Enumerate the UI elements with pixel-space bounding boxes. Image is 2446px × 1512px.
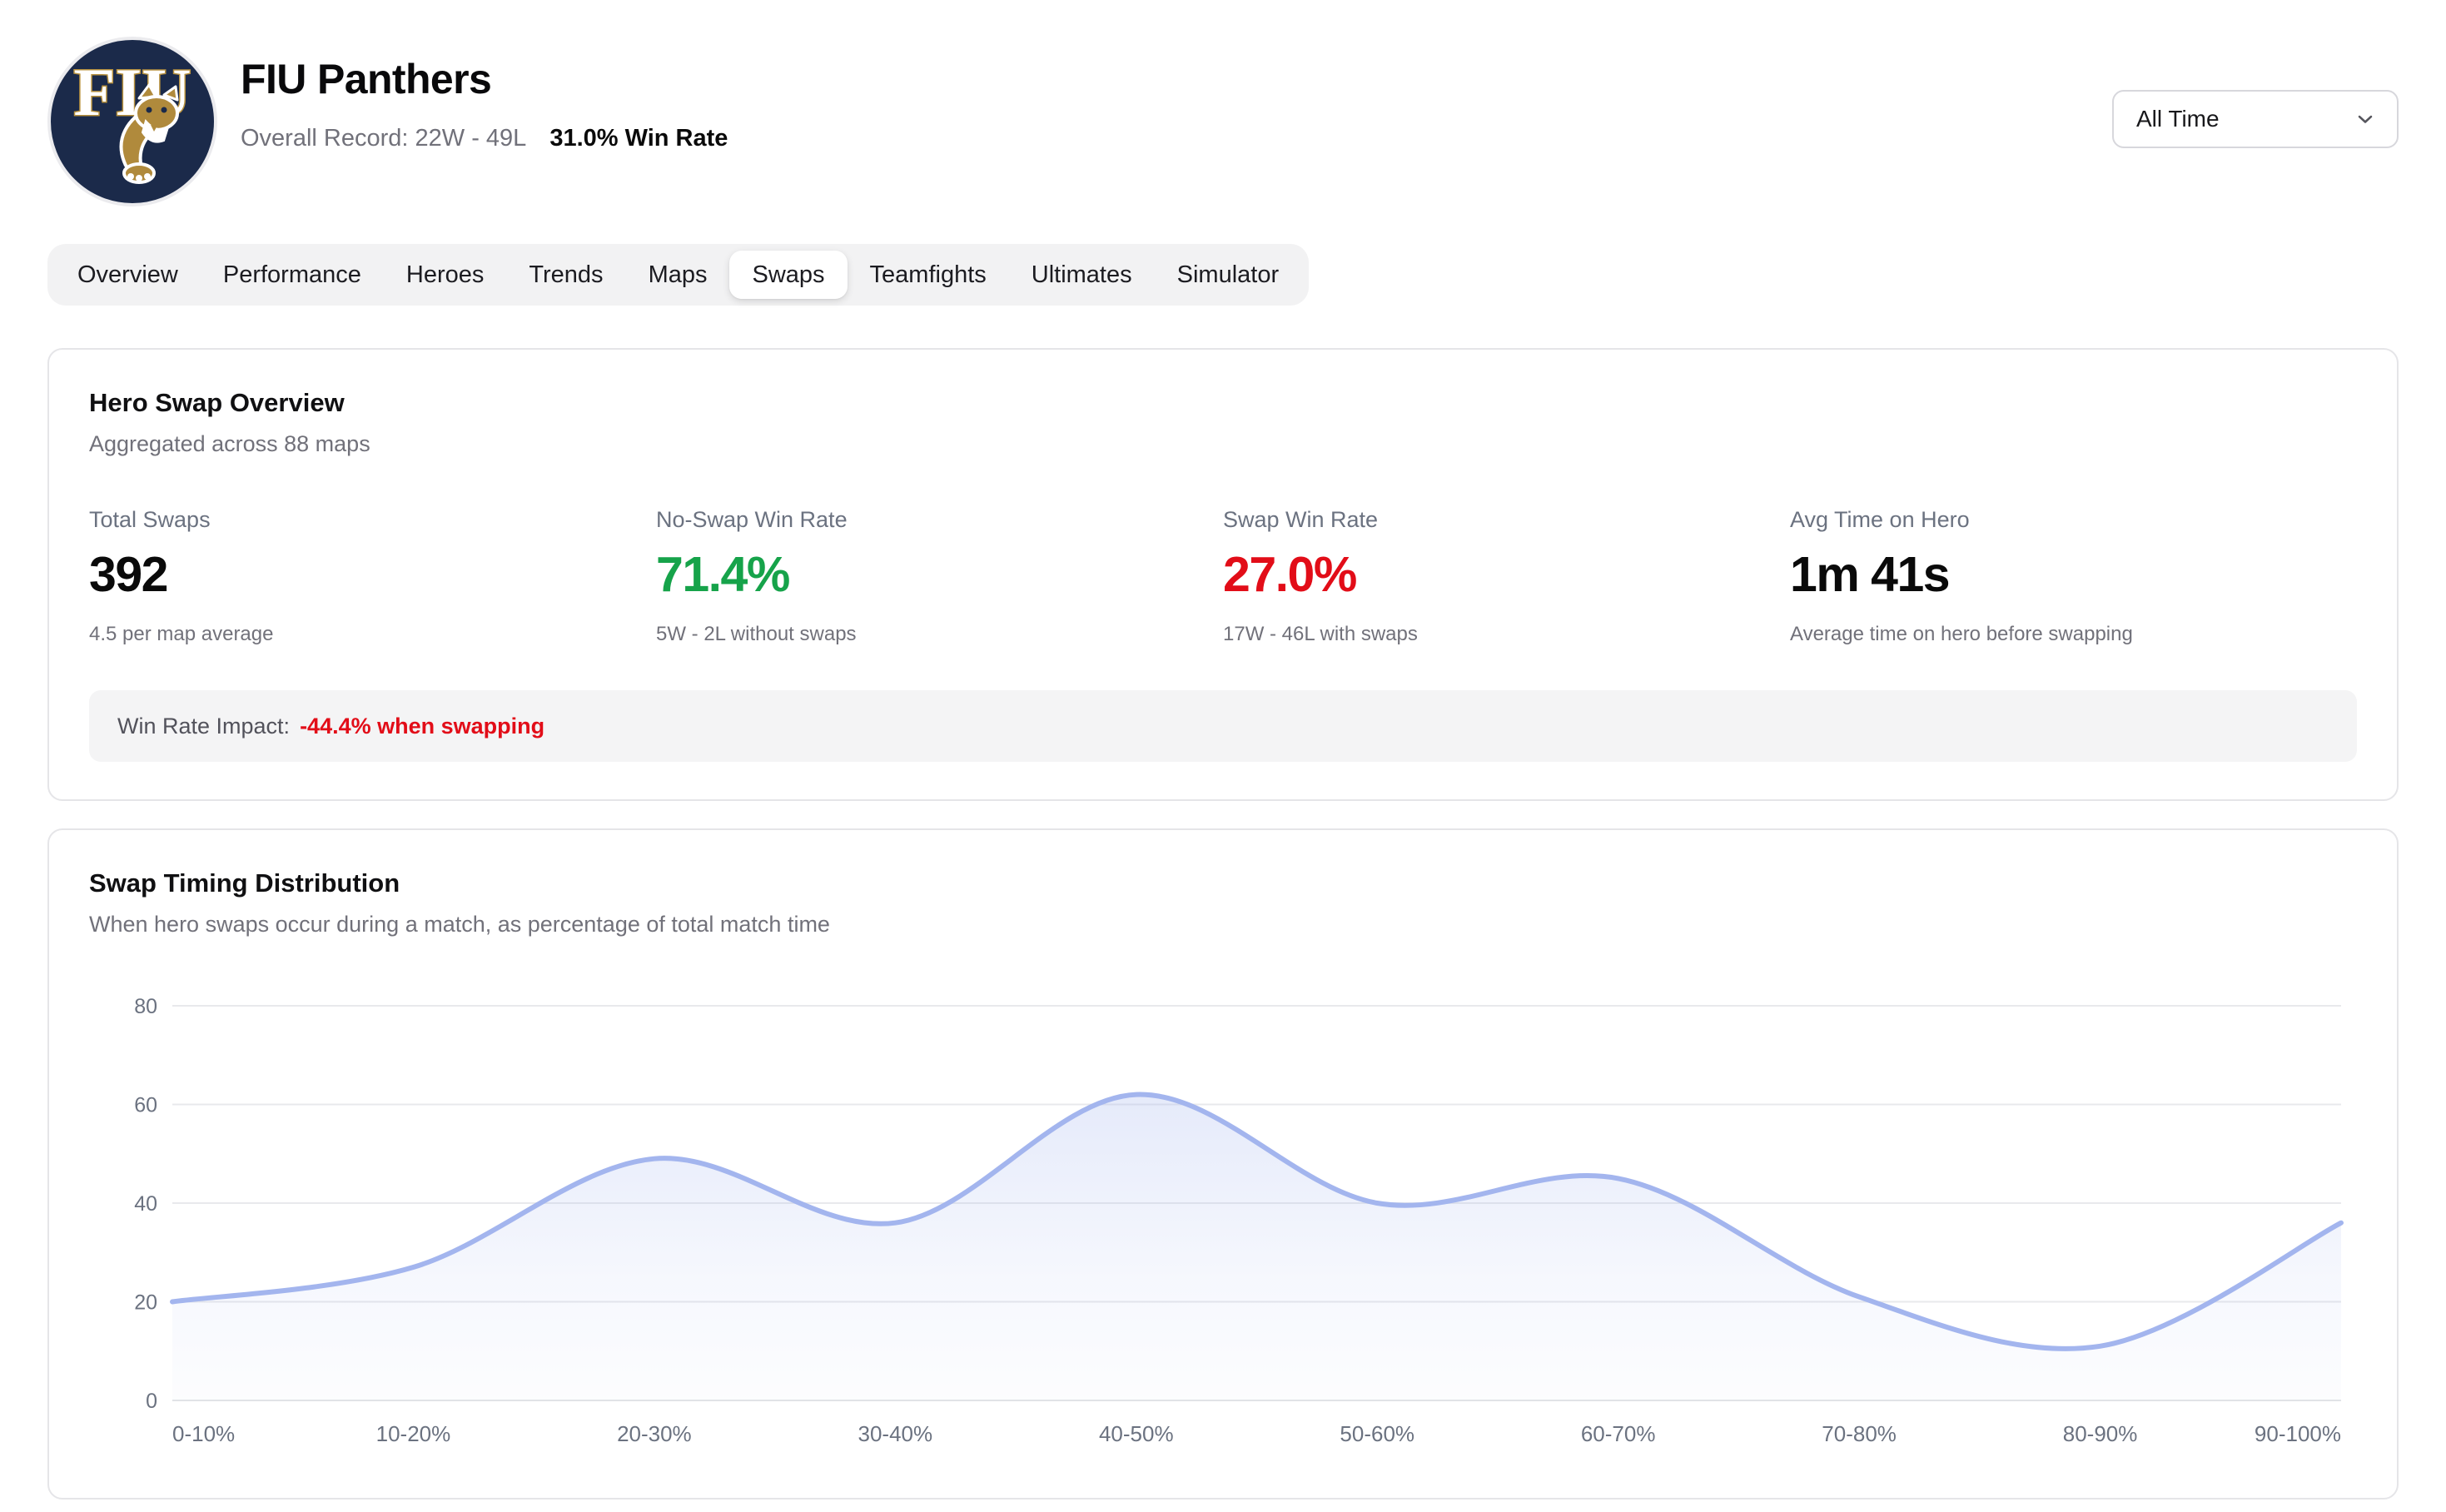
y-axis-tick-label: 0 xyxy=(146,1390,157,1413)
team-title-block: FIU Panthers Overall Record: 22W - 49L 3… xyxy=(241,55,728,152)
y-axis-tick-label: 40 xyxy=(134,1192,157,1216)
x-axis-tick-label: 40-50% xyxy=(1099,1421,1174,1446)
tab-maps[interactable]: Maps xyxy=(648,261,708,288)
y-axis-tick-label: 60 xyxy=(134,1094,157,1117)
impact-value: -44.4% when swapping xyxy=(300,713,545,739)
stat-label: Total Swaps xyxy=(89,507,211,532)
stat-subtext: 4.5 per map average xyxy=(89,623,274,645)
panther-icon xyxy=(119,83,179,184)
time-filter-select[interactable]: All Time xyxy=(2112,90,2399,148)
chart-card-subtitle: When hero swaps occur during a match, as… xyxy=(89,912,830,937)
stat-value: 1m 41s xyxy=(1790,547,1951,602)
x-axis-tick-label: 80-90% xyxy=(2063,1421,2138,1446)
stat-label: Swap Win Rate xyxy=(1223,507,1379,532)
area-fill xyxy=(172,1094,2341,1400)
overview-card-title: Hero Swap Overview xyxy=(89,388,345,417)
win-rate: 31.0% Win Rate xyxy=(549,125,728,152)
y-axis-tick-label: 80 xyxy=(134,995,157,1018)
x-axis-tick-label: 10-20% xyxy=(376,1421,451,1446)
win-rate-impact-banner: Win Rate Impact: -44.4% when swapping xyxy=(89,690,2357,762)
stat-value: 392 xyxy=(89,547,168,602)
stat-label: Avg Time on Hero xyxy=(1790,507,1970,532)
tab-performance[interactable]: Performance xyxy=(222,261,361,288)
stat-avg-time-on-hero: Avg Time on Hero 1m 41s Average time on he… xyxy=(1790,507,2357,646)
x-axis-tick-label: 60-70% xyxy=(1581,1421,1656,1446)
page-title: FIU Panthers xyxy=(241,56,492,102)
stat-value: 27.0% xyxy=(1223,547,1357,602)
y-axis-tick-label: 20 xyxy=(134,1291,157,1315)
area-line xyxy=(170,1092,2344,1351)
chart-card-title: Swap Timing Distribution xyxy=(89,868,400,898)
tab-overview[interactable]: Overview xyxy=(77,261,178,288)
tab-simulator[interactable]: Simulator xyxy=(1176,261,1280,288)
tab-trends[interactable]: Trends xyxy=(529,261,604,288)
tab-ultimates[interactable]: Ultimates xyxy=(1031,261,1132,288)
impact-label: Win Rate Impact: xyxy=(117,713,291,739)
overall-record: Overall Record: 22W - 49L xyxy=(241,125,527,152)
x-axis-tick-label: 20-30% xyxy=(617,1421,692,1446)
hero-swap-overview-card: Hero Swap Overview Aggregated across 88 … xyxy=(47,348,2399,801)
stats-grid: Total Swaps 392 4.5 per map average No-Swap… xyxy=(89,507,2357,646)
stat-swap-win-rate: Swap Win Rate 27.0% 17W - 46L with swaps xyxy=(1223,507,1790,646)
tab-heroes[interactable]: Heroes xyxy=(405,261,485,288)
swap-timing-area-chart: 0 20 40 60 80 0-10% 10-20% 20-30% 30-40% 40-50% 50… xyxy=(134,995,2344,1446)
team-record-line: Overall Record: 22W - 49L 31.0% Win Rate xyxy=(241,125,728,152)
chevron-down-icon xyxy=(2358,115,2373,123)
tab-swaps[interactable]: Swaps xyxy=(729,251,848,299)
stat-subtext: 17W - 46L with swaps xyxy=(1223,623,1418,645)
overview-card-subtitle: Aggregated across 88 maps xyxy=(89,431,370,456)
stat-label: No-Swap Win Rate xyxy=(656,507,848,532)
stat-subtext: Average time on hero before swapping xyxy=(1790,623,2133,645)
tab-teamfights[interactable]: Teamfights xyxy=(869,261,987,288)
team-logo: FIU xyxy=(47,37,217,206)
x-axis-tick-label: 30-40% xyxy=(858,1421,933,1446)
time-filter-value: All Time xyxy=(2136,106,2220,132)
x-axis-tick-label: 90-100% xyxy=(2255,1421,2341,1446)
swap-timing-card: Swap Timing Distribution When hero swaps… xyxy=(47,828,2399,1500)
stat-no-swap-win-rate: No-Swap Win Rate 71.4% 5W - 2L without swa… xyxy=(656,507,1223,646)
stat-value: 71.4% xyxy=(656,547,790,602)
tab-bar: Overview Performance Heroes Trends Maps Swaps… xyxy=(47,244,1310,306)
x-axis-tick-label: 50-60% xyxy=(1340,1421,1414,1446)
stat-total-swaps: Total Swaps 392 4.5 per map average xyxy=(89,507,656,646)
x-axis-tick-label: 70-80% xyxy=(1822,1421,1897,1446)
stat-subtext: 5W - 2L without swaps xyxy=(656,623,857,645)
x-axis-tick-label: 0-10% xyxy=(172,1421,235,1446)
